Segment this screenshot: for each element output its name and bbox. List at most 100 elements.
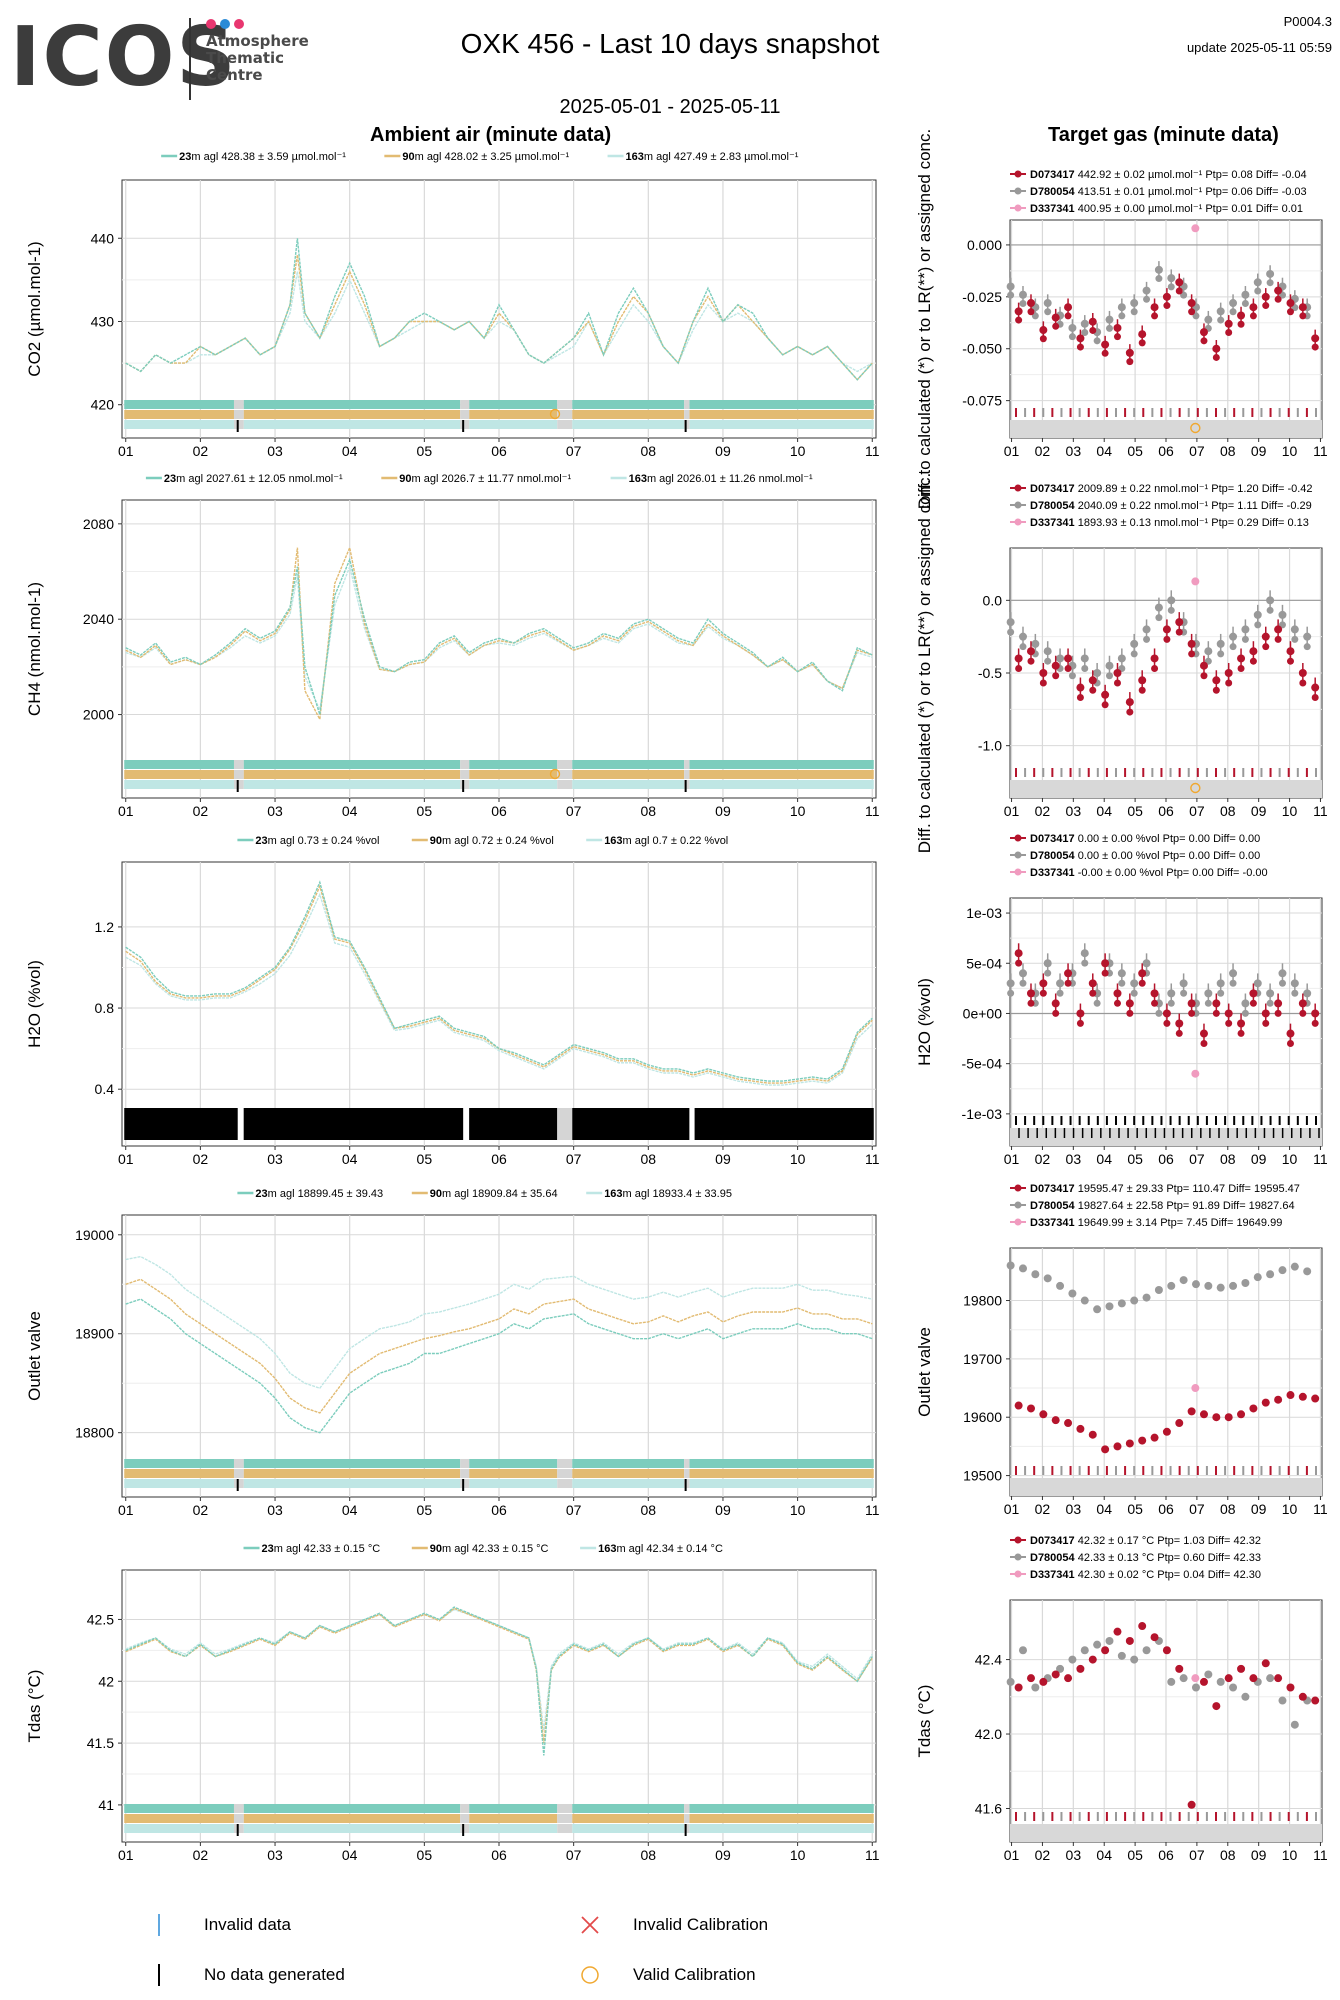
h2o_target-point — [1015, 959, 1023, 967]
co2_ambient-status-gap — [460, 410, 470, 419]
h2o_ambient-no-data-band — [124, 1108, 238, 1140]
h2o_ambient-series-163 — [125, 892, 873, 1086]
ch4_ambient-valid-calibration-marker — [549, 768, 561, 780]
h2o_target-point — [1044, 969, 1052, 977]
tdas_target-xtick-label: 07 — [1189, 1847, 1205, 1863]
co2_ambient-xtick-label: 07 — [566, 443, 582, 459]
ch4_target-legend-entry: D337341 1893.93 ± 0.13 nmol.mol⁻¹ Ptp= 0… — [1030, 517, 1309, 529]
h2o_target-point — [1237, 1019, 1246, 1028]
ch4_target-point — [1019, 643, 1027, 651]
ch4_target-point — [1162, 625, 1171, 634]
h2o_target-point — [1167, 989, 1176, 998]
ch4_ambient-status-band — [243, 760, 461, 769]
tdas_target-point — [1101, 1646, 1110, 1655]
outlet_ambient-status-band — [124, 1459, 234, 1468]
target-section-title: Target gas (minute data) — [1048, 124, 1279, 146]
tdas_ambient-ytick-label: 42 — [98, 1673, 114, 1689]
co2_target-point — [1088, 317, 1097, 326]
h2o_target-point — [1311, 1009, 1320, 1018]
ch4_target-point — [1155, 614, 1163, 622]
tdas_target-legend-key-dot — [1014, 1570, 1022, 1578]
tdas_target-legend-entry: D780054 42.33 ± 0.13 °C Ptp= 0.60 Diff= … — [1030, 1552, 1261, 1564]
ch4_target-point — [1026, 647, 1035, 656]
outlet_target-point — [1006, 1261, 1015, 1270]
co2_target-point — [1298, 303, 1307, 312]
co2_target-point — [1253, 278, 1262, 287]
co2_ambient-xtick-label: 01 — [118, 443, 134, 459]
co2_ambient-status-gap — [684, 410, 690, 419]
tdas_ambient-ytick-label: 41 — [98, 1797, 114, 1813]
ch4_target-point — [1126, 708, 1134, 716]
h2o_target-point — [1175, 1029, 1183, 1037]
co2_target-point — [1200, 337, 1208, 345]
co2_target-point — [1192, 312, 1200, 320]
tdas_target-ylabel: Tdas (°C) — [915, 1685, 934, 1758]
tdas_target-xtick-label: 04 — [1096, 1847, 1112, 1863]
ch4_ambient-status-gap — [460, 770, 470, 779]
outlet_target-xtick-label: 02 — [1035, 1501, 1051, 1517]
outlet_target-point — [1237, 1410, 1246, 1419]
h2o_ambient-xtick-label: 08 — [641, 1151, 657, 1167]
outlet_ambient-legend-entry: 23m agl 18899.45 ± 39.43 — [255, 1188, 383, 1200]
outlet_target-point — [1290, 1262, 1299, 1271]
ch4_target-legend-key-dot — [1014, 501, 1022, 509]
co2_target-point — [1118, 312, 1126, 320]
h2o_target-point — [1216, 979, 1225, 988]
tdas_ambient-ytick-label: 42.5 — [87, 1611, 114, 1627]
h2o_ambient-ylabel-text: H2O (%vol) — [25, 960, 44, 1048]
ch4_target-point — [1064, 654, 1073, 663]
tdas_target-xtick-label: 08 — [1220, 1847, 1236, 1863]
ch4_target-point — [1187, 639, 1196, 648]
outlet_ambient-xtick-label: 02 — [193, 1502, 209, 1518]
tdas_target-legend-entry: D337341 42.30 ± 0.02 °C Ptp= 0.04 Diff= … — [1030, 1569, 1261, 1581]
co2_ambient-valid-calibration-marker — [549, 408, 561, 420]
ch4_target-point — [1150, 654, 1159, 663]
h2o_target-point — [1286, 1039, 1294, 1047]
co2_target-xtick-label: 07 — [1189, 443, 1205, 459]
co2_ambient-status-band — [469, 420, 558, 429]
ch4_ambient-xtick-label: 04 — [342, 803, 358, 819]
co2_target-legend-entry: D073417 442.92 ± 0.02 µmol.mol⁻¹ Ptp= 0.… — [1030, 169, 1307, 181]
tdas_ambient-ylabel: Tdas (°C) — [25, 1670, 44, 1743]
ch4_target-ytick-label: -0.5 — [978, 665, 1002, 681]
ch4_target-point — [1143, 635, 1151, 643]
co2_target-point — [1180, 291, 1188, 299]
tdas_target-point — [1125, 1636, 1134, 1645]
h2o_target-point — [1064, 979, 1072, 987]
co2_ambient-status-gap — [557, 420, 573, 429]
h2o_target-legend-key-dot — [1014, 868, 1022, 876]
ch4_ambient-xtick-label: 03 — [267, 803, 283, 819]
outlet_target-point — [1080, 1296, 1089, 1305]
co2_target-point — [1080, 319, 1089, 328]
ch4_ambient-xtick-label: 11 — [865, 803, 880, 819]
invalid-data-label: Invalid data — [204, 1915, 291, 1934]
co2_target-point — [1217, 316, 1225, 324]
tdas_target-point — [1080, 1646, 1089, 1655]
page-title: OXK 456 - Last 10 days snapshot — [460, 28, 880, 59]
co2_target-point — [1188, 308, 1196, 316]
tdas_ambient-series-90 — [125, 1607, 873, 1744]
ch4_target-point — [1204, 647, 1213, 656]
tdas_ambient-xtick-label: 09 — [715, 1847, 731, 1863]
tdas_target-point — [1199, 1677, 1208, 1686]
outlet_ambient-ylabel-text: Outlet valve — [25, 1311, 44, 1401]
outlet_target-xtick-label: 09 — [1251, 1501, 1267, 1517]
outlet_ambient-xtick-label: 05 — [417, 1502, 433, 1518]
date-range: 2025-05-01 - 2025-05-11 — [559, 96, 781, 118]
outlet_target-point — [1266, 1270, 1275, 1279]
h2o_target-point — [1187, 999, 1196, 1008]
co2_target-point — [1027, 308, 1035, 316]
ch4_ambient-xtick-label: 08 — [641, 803, 657, 819]
h2o_target-point-D337341 — [1191, 1069, 1200, 1078]
tdas_ambient-status-band — [469, 1814, 558, 1823]
outlet_target-xtick-label: 01 — [1004, 1501, 1020, 1517]
outlet_target-ylabel: Outlet valve — [915, 1327, 934, 1417]
outlet_ambient-xtick-label: 06 — [491, 1502, 507, 1518]
co2_target-xtick-label: 08 — [1220, 443, 1236, 459]
h2o_target-point — [1043, 959, 1052, 968]
ch4_target-point — [1006, 618, 1015, 627]
outlet_ambient-xtick-label: 11 — [865, 1502, 880, 1518]
h2o_target-ytick-label: 1e-03 — [966, 905, 1002, 921]
tdas_target-point — [1179, 1674, 1188, 1683]
h2o_target-point — [1278, 969, 1287, 978]
